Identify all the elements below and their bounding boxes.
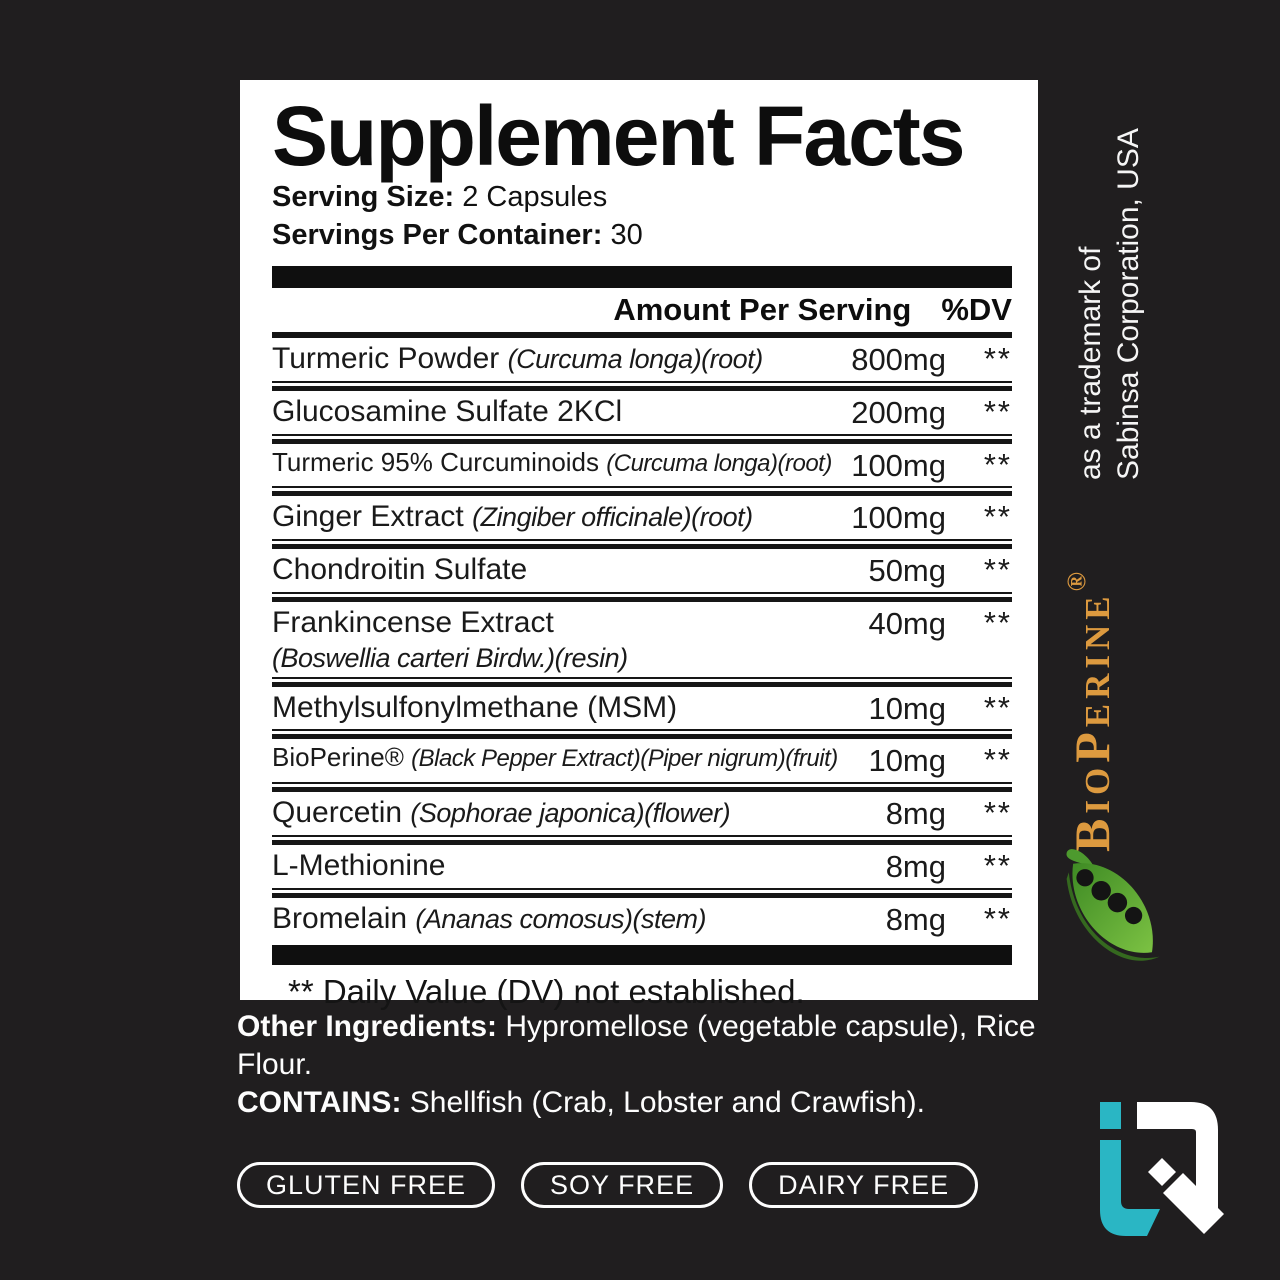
allergen-badges: GLUTEN FREE SOY FREE DAIRY FREE: [237, 1162, 979, 1208]
ingredient-name: Turmeric 95% Curcuminoids: [272, 446, 607, 477]
row-rule: [272, 676, 1012, 687]
ingredient-name: Bromelain: [272, 901, 416, 935]
panel-title: Supplement Facts: [272, 89, 965, 183]
badge-dairy-free: DAIRY FREE: [749, 1162, 979, 1208]
table-row: Chondroitin Sulfate 50mg **: [272, 549, 1012, 592]
ingredient-name: Methylsulfonylmethane (MSM): [272, 690, 678, 724]
iq-i-dot: [1100, 1102, 1121, 1129]
ingredient-dv: **: [983, 341, 1012, 376]
trademark-line1: as a trademark of: [1074, 246, 1107, 480]
servings-per-container-value: 30: [610, 219, 643, 251]
serving-size-label: Serving Size:: [272, 181, 455, 213]
other-ingredients-label: Other Ingredients:: [237, 1010, 498, 1043]
trademark-line2: Sabinsa Corporation, USA: [1112, 128, 1145, 480]
ingredient-name: Frankincense Extract: [272, 606, 554, 640]
ingredient-amount: 200mg: [851, 394, 946, 430]
ingredient-latin: (Boswellia carteri Birdw.)(resin): [272, 642, 628, 673]
table-row: Turmeric Powder (Curcuma longa)(root) 80…: [272, 338, 1012, 381]
servings-per-container-line: Servings Per Container: 30: [272, 216, 1012, 254]
serving-size-value: 2 Capsules: [462, 181, 608, 213]
table-row: Glucosamine Sulfate 2KCl 200mg **: [272, 391, 1012, 434]
serving-size-line: Serving Size: 2 Capsules: [272, 178, 1012, 216]
ingredient-name: Quercetin: [272, 796, 411, 830]
dv-header: %DV: [941, 292, 1012, 327]
ingredient-dv: **: [983, 605, 1012, 641]
ingredient-dv: **: [983, 446, 1012, 482]
ingredient-dv: **: [983, 499, 1012, 535]
ingredient-amount: 8mg: [885, 849, 946, 885]
contains-value: Shellfish (Crab, Lobster and Crawfish).: [401, 1086, 925, 1119]
trademark-vertical-text: as a trademark of Sabinsa Corporation, U…: [1072, 88, 1148, 480]
ingredient-latin: (Ananas comosus)(stem): [415, 903, 706, 934]
badge-gluten-free: GLUTEN FREE: [237, 1162, 496, 1208]
ingredient-dv: **: [983, 795, 1012, 831]
ingredient-dv: **: [983, 393, 1012, 429]
column-header: Amount Per Serving %DV: [272, 288, 1012, 332]
ingredient-name: Ginger Extract: [272, 500, 473, 534]
badge-soy-free: SOY FREE: [521, 1162, 724, 1208]
iq-logo: [1088, 1088, 1240, 1255]
registered-mark: ®: [1062, 571, 1091, 592]
ingredient-amount: 8mg: [885, 796, 946, 832]
header-divider-bar: [272, 266, 1012, 288]
ingredient-name: BioPerine®: [272, 742, 412, 773]
row-rule: [272, 539, 1012, 550]
table-row: BioPerine® (Black Pepper Extract)(Piper …: [272, 739, 1012, 782]
ingredient-dv: **: [983, 689, 1012, 725]
row-rule: [272, 486, 1012, 497]
ingredient-amount: 8mg: [885, 901, 946, 937]
table-row: Methylsulfonylmethane (MSM) 10mg **: [272, 687, 1012, 730]
ingredient-amount: 10mg: [868, 690, 946, 726]
footnote-divider-bar: [272, 944, 1012, 965]
ingredient-name: Chondroitin Sulfate: [272, 553, 528, 587]
ingredient-dv: **: [983, 848, 1012, 884]
amount-per-serving-header: Amount Per Serving: [613, 292, 912, 327]
ingredient-latin: (Curcuma longa)(root): [606, 449, 832, 477]
ingredient-name: Glucosamine Sulfate 2KCl: [272, 394, 623, 428]
ingredient-latin: (Curcuma longa)(root): [507, 344, 764, 374]
row-rule: [272, 835, 1012, 846]
ingredient-amount: 100mg: [851, 500, 946, 536]
row-rule: [272, 433, 1012, 444]
other-ingredients-block: Other Ingredients: Hypromellose (vegetab…: [237, 1008, 1049, 1122]
ingredient-latin: (Zingiber officinale)(root): [472, 502, 753, 533]
ingredient-latin: (Black Pepper Extract)(Piper nigrum)(fru…: [411, 745, 838, 773]
ingredient-amount: 800mg: [851, 342, 946, 377]
row-rule: [272, 782, 1012, 793]
contains-label: CONTAINS:: [237, 1086, 402, 1119]
pepper-leaf-icon: [1058, 842, 1166, 979]
ingredient-name: L-Methionine: [272, 849, 446, 883]
table-row: Frankincense Extract (Boswellia carteri B…: [272, 602, 1012, 677]
ingredient-dv: **: [983, 552, 1012, 588]
table-row: L-Methionine 8mg **: [272, 845, 1012, 888]
row-rule: [272, 887, 1012, 898]
contains-line: CONTAINS: Shellfish (Crab, Lobster and C…: [237, 1084, 1049, 1122]
ingredient-amount: 10mg: [868, 743, 946, 779]
ingredient-dv: **: [983, 742, 1012, 778]
table-row: Quercetin (Sophorae japonica)(flower) 8m…: [272, 792, 1012, 835]
table-row: Ginger Extract (Zingiber officinale)(roo…: [272, 496, 1012, 539]
supplement-facts-panel: Supplement Facts Serving Size: 2 Capsule…: [240, 80, 1038, 1010]
other-ingredients-value: Hypromellose (vegetable capsule), Rice F…: [237, 1010, 1036, 1081]
dv-footnote: ** Daily Value (DV) not established.: [288, 972, 805, 1010]
row-rule: [272, 729, 1012, 740]
servings-per-container-label: Servings Per Container:: [272, 219, 603, 251]
bioperine-logo-text: BioPerine®: [1062, 490, 1120, 852]
row-rule: [272, 380, 1012, 391]
table-row: Turmeric 95% Curcuminoids (Curcuma longa…: [272, 444, 1012, 487]
ingredient-amount: 40mg: [868, 606, 946, 642]
bioperine-brand: BioPerine: [1064, 591, 1120, 852]
row-rule: [272, 592, 1012, 603]
ingredient-latin: (Sophorae japonica)(flower): [410, 798, 731, 829]
ingredient-amount: 100mg: [851, 447, 946, 483]
ingredient-dv: **: [983, 900, 1012, 936]
ingredient-name: Turmeric Powder: [272, 342, 508, 375]
ingredient-amount: 50mg: [868, 553, 946, 589]
table-row: Bromelain (Ananas comosus)(stem) 8mg **: [272, 898, 1012, 941]
column-header-rule: [272, 332, 1012, 338]
